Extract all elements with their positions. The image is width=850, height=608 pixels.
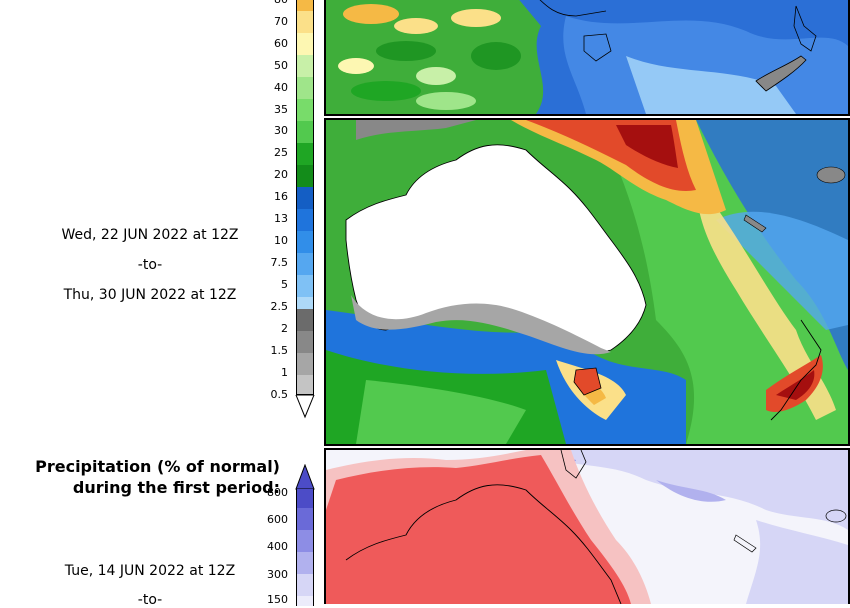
colorbar-cell xyxy=(296,187,314,209)
colorbar-label: 1 xyxy=(281,366,288,379)
period-2-end-date: Thu, 30 JUN 2022 at 12Z xyxy=(63,287,237,303)
colorbar-label: 7.5 xyxy=(270,256,289,269)
anomaly-title-line-1: Precipitation (% of normal) xyxy=(35,457,280,476)
colorbar-label: 80 xyxy=(262,0,288,5)
colorbar-cell xyxy=(296,552,314,574)
colorbar-cell xyxy=(296,275,314,297)
colorbar-label: 10 xyxy=(274,234,288,247)
colorbar-label: 300 xyxy=(267,568,288,581)
colorbar-label: 5 xyxy=(281,278,288,291)
colorbar-label: 400 xyxy=(267,540,288,553)
colorbar-label: 70 xyxy=(274,15,288,28)
colorbar-label: 2.5 xyxy=(270,300,289,313)
colorbar-cell xyxy=(296,99,314,121)
colorbar-cell xyxy=(296,55,314,77)
colorbar-label: 50 xyxy=(274,59,288,72)
colorbar-cell xyxy=(296,309,314,331)
period-2-to-label: -to- xyxy=(137,257,163,273)
colorbar-label: 35 xyxy=(274,103,288,116)
colorbar-label: 30 xyxy=(274,124,288,137)
precip-map-period-2 xyxy=(324,118,850,446)
colorbar-cell xyxy=(296,11,314,33)
colorbar-cell xyxy=(296,508,314,530)
colorbar-cell xyxy=(296,121,314,143)
period-2-start-date: Wed, 22 JUN 2022 at 12Z xyxy=(61,227,239,243)
colorbar-cell xyxy=(296,574,314,596)
colorbar-cell xyxy=(296,143,314,165)
colorbar-label: 60 xyxy=(274,37,288,50)
colorbar-cell xyxy=(296,375,314,395)
colorbar-cell xyxy=(296,253,314,275)
colorbar-cell xyxy=(296,77,314,99)
colorbar-label: 20 xyxy=(274,168,288,181)
colorbar-label: 800 xyxy=(267,486,288,499)
colorbar-cell xyxy=(296,231,314,253)
colorbar-label: 16 xyxy=(274,190,288,203)
anomaly-to-label: -to- xyxy=(137,592,163,608)
colorbar-cell xyxy=(296,489,314,508)
precip-map-period-1 xyxy=(324,0,850,116)
anomaly-start-date: Tue, 14 JUN 2022 at 12Z xyxy=(64,563,236,579)
colorbar-cell xyxy=(296,209,314,231)
colorbar-label: 0.5 xyxy=(270,388,289,401)
colorbar-cell xyxy=(296,353,314,375)
colorbar-cell xyxy=(296,0,314,11)
colorbar-cell xyxy=(296,33,314,55)
precip-anomaly-map xyxy=(324,448,850,604)
colorbar-cell xyxy=(296,165,314,187)
colorbar-cell xyxy=(296,331,314,353)
colorbar-max-arrow xyxy=(295,464,315,490)
colorbar-min-arrow xyxy=(295,395,315,419)
colorbar-label: 2 xyxy=(281,322,288,335)
colorbar-label: 1.5 xyxy=(270,344,289,357)
colorbar-label: 600 xyxy=(267,513,288,526)
colorbar-label: 40 xyxy=(274,81,288,94)
colorbar-cell xyxy=(296,596,314,606)
colorbar-label: 25 xyxy=(274,146,288,159)
colorbar-cell xyxy=(296,530,314,552)
anomaly-title-line-2: during the first period: xyxy=(72,478,280,497)
colorbar-label: 13 xyxy=(274,212,288,225)
